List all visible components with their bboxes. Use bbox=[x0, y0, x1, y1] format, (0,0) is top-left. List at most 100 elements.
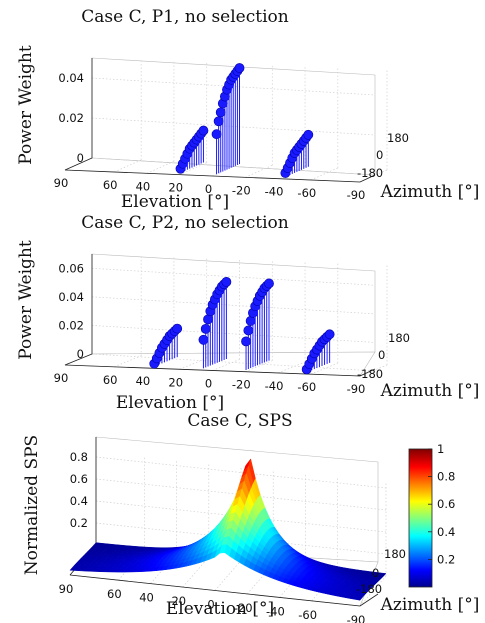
x-tick-label: -40 bbox=[265, 185, 284, 199]
panel-2-y-ticks: 0 0.02 0.04 0.06 bbox=[58, 261, 84, 361]
x-tick-label: 60 bbox=[107, 587, 122, 601]
colorbar-ticks: 1 0.8 0.6 0.4 0.2 bbox=[428, 442, 455, 566]
x-tick-label: 40 bbox=[136, 179, 151, 193]
panel-2-ylabel: Power Weight bbox=[16, 240, 36, 360]
x-tick-label: -40 bbox=[266, 604, 285, 618]
data-point bbox=[211, 129, 222, 140]
panel-3-azimuth-tick-0: 0 bbox=[372, 566, 379, 580]
panel-2-zlabel: Azimuth [°] bbox=[380, 381, 480, 401]
x-tick-label: 60 bbox=[103, 373, 118, 387]
x-tick-label: -60 bbox=[298, 608, 317, 622]
colorbar-tick-label: 0.4 bbox=[437, 525, 455, 539]
panel-1: Case C, P1, no selection 0 0.02 0.04 90 60 4… bbox=[16, 7, 479, 212]
panel-3-x-ticks: 90 60 40 20 0 -20 -40 -60 -90 bbox=[59, 582, 366, 623]
data-point bbox=[213, 116, 224, 127]
y-tick-label: 0.2 bbox=[70, 516, 88, 530]
colorbar bbox=[408, 448, 433, 588]
panel-2-azimuth-tick-180: 180 bbox=[388, 331, 410, 345]
panel-1-data-marks bbox=[175, 63, 314, 178]
y-tick-label: 0.02 bbox=[58, 318, 84, 332]
panel-1-z-axis bbox=[359, 174, 376, 183]
panel-3-ylabel: Normalized SPS bbox=[22, 435, 42, 575]
panel-1-azimuth-tick-0: 0 bbox=[376, 148, 383, 162]
panel-2-data-marks bbox=[149, 276, 335, 375]
panel-1-y-ticks: 0 0.02 0.04 bbox=[58, 71, 84, 165]
data-point bbox=[200, 323, 211, 334]
panel-2: Case C, P2, no selection 0 0.02 0.04 0.06 9… bbox=[16, 213, 479, 413]
x-tick-label: 90 bbox=[54, 176, 69, 190]
data-point bbox=[198, 334, 209, 345]
gridline-floor bbox=[179, 357, 207, 370]
data-point bbox=[172, 323, 183, 334]
panel-3-azimuth-tick-180: 180 bbox=[384, 547, 406, 561]
data-point bbox=[215, 107, 226, 118]
panel-3-azimuth-tick-neg180: -180 bbox=[356, 582, 382, 596]
panel-1-azimuth-tick-neg180: -180 bbox=[357, 166, 383, 180]
panel-1-xlabel: Elevation [°] bbox=[121, 192, 229, 212]
panel-2-azimuth-tick-0: 0 bbox=[378, 348, 385, 362]
panel-3-title: Case C, SPS bbox=[187, 411, 292, 431]
panel-3-z-axis bbox=[359, 593, 379, 607]
x-tick-label: -60 bbox=[297, 186, 316, 200]
gridline-floor bbox=[114, 355, 142, 368]
colorbar-tick-label: 1 bbox=[437, 442, 444, 456]
y-tick-label: 0 bbox=[77, 151, 84, 165]
x-tick-label: -90 bbox=[347, 382, 366, 396]
panel-1-x-axis bbox=[64, 169, 361, 183]
x-tick-label: 90 bbox=[54, 371, 69, 385]
data-point bbox=[303, 129, 314, 140]
gridline-floor bbox=[277, 361, 306, 374]
data-point bbox=[264, 278, 274, 289]
y-tick-label: 0.4 bbox=[70, 494, 88, 508]
colorbar-tick-label: 0.8 bbox=[437, 470, 455, 484]
colorbar-tick-label: 0.6 bbox=[437, 497, 455, 511]
y-tick-label: 0 bbox=[77, 347, 84, 361]
panel-2-x-axis bbox=[64, 364, 361, 377]
panel-3-y-ticks: 0.2 0.4 0.6 0.8 bbox=[70, 450, 88, 530]
panel-2-xlabel: Elevation [°] bbox=[116, 393, 224, 413]
y-tick-label: 0.02 bbox=[58, 111, 84, 125]
panel-2-x-ticks: 90 60 40 20 0 -20 -40 -60 -90 bbox=[54, 371, 366, 396]
data-point bbox=[245, 316, 256, 326]
x-tick-label: -20 bbox=[234, 601, 253, 615]
x-tick-label: 60 bbox=[103, 178, 118, 192]
panel-1-azimuth-tick-180: 180 bbox=[387, 131, 409, 145]
panel-2-title: Case C, P2, no selection bbox=[81, 213, 288, 233]
x-tick-label: 20 bbox=[168, 375, 183, 389]
y-tick-label: 0.6 bbox=[70, 472, 88, 486]
data-point bbox=[243, 325, 254, 336]
panel-1-ylabel: Power Weight bbox=[16, 45, 36, 165]
x-tick-label: -90 bbox=[347, 188, 366, 202]
data-point bbox=[324, 329, 335, 340]
x-tick-label: -20 bbox=[232, 183, 251, 197]
x-tick-label: -20 bbox=[232, 378, 251, 392]
gridline-floor bbox=[245, 165, 273, 178]
panel-2-z-axis bbox=[359, 368, 376, 377]
x-tick-label: 0 bbox=[207, 598, 214, 612]
x-tick-label: 40 bbox=[139, 591, 154, 605]
gridline-floor bbox=[146, 161, 175, 174]
panel-3: Case C, SPS 0.2 0.4 0.6 0.8 90 60 40 20 0 -20 -40… bbox=[22, 411, 479, 623]
panel-1-title: Case C, P1, no selection bbox=[81, 7, 288, 27]
x-tick-label: -90 bbox=[347, 613, 366, 623]
gridline-floor bbox=[179, 162, 207, 175]
panel-2-back-wall bbox=[91, 253, 376, 355]
surface-patch bbox=[354, 596, 363, 601]
y-tick-label: 0.8 bbox=[70, 450, 88, 464]
data-point bbox=[203, 314, 213, 325]
x-tick-label: 40 bbox=[136, 374, 151, 388]
gridline-floor bbox=[114, 159, 142, 173]
panel-3-zlabel: Azimuth [°] bbox=[380, 595, 480, 615]
x-tick-label: 0 bbox=[205, 182, 212, 196]
x-tick-label: 0 bbox=[205, 377, 212, 391]
panel-1-x-ticks: 90 60 40 20 0 -20 -40 -60 -90 bbox=[54, 176, 366, 202]
y-tick-label: 0.04 bbox=[58, 71, 84, 85]
panel-3-x-axis bbox=[69, 574, 361, 607]
gridline-floor bbox=[310, 362, 338, 375]
panel-2-axis-frame bbox=[64, 254, 93, 366]
x-tick-label: 90 bbox=[59, 582, 74, 596]
panel-3-xlabel: Elevation [°] bbox=[166, 599, 274, 619]
data-point bbox=[221, 276, 232, 287]
x-tick-label: -60 bbox=[297, 380, 316, 394]
